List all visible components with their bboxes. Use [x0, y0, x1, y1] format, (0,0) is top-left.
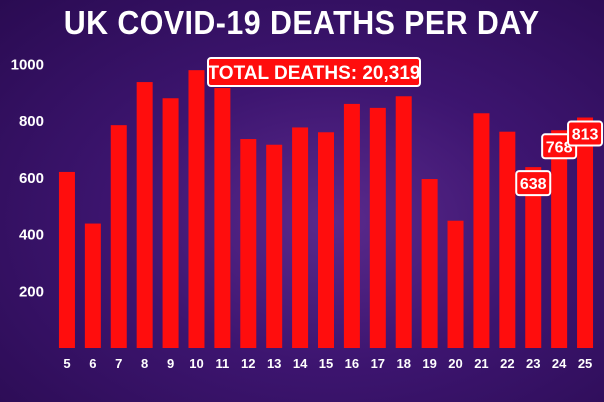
- y-tick-label: 1000: [11, 57, 44, 74]
- chart-title: UK COVID-19 DEATHS PER DAY: [64, 4, 540, 41]
- data-label: 638: [515, 170, 552, 197]
- x-tick-label: 17: [371, 356, 385, 371]
- data-label-box: [567, 120, 604, 147]
- x-tick-label: 11: [216, 356, 230, 371]
- bar: [395, 96, 412, 348]
- bar: [369, 107, 386, 348]
- data-label: 813: [567, 120, 604, 147]
- total-deaths-box: [207, 57, 421, 87]
- y-tick-label: 800: [19, 113, 44, 130]
- x-tick-label: 18: [396, 356, 410, 371]
- bar: [162, 98, 179, 348]
- bar: [84, 223, 101, 348]
- data-label-text: 638: [520, 176, 547, 193]
- y-tick-label: 200: [19, 283, 44, 300]
- bar: [421, 179, 438, 348]
- bar: [58, 171, 75, 348]
- title-band: UK COVID-19 DEATHS PER DAY: [0, 0, 604, 46]
- x-tick-label: 20: [448, 356, 462, 371]
- bar: [214, 88, 231, 348]
- x-tick-label: 21: [474, 356, 488, 371]
- bar: [473, 113, 490, 349]
- x-tick-label: 5: [63, 356, 70, 371]
- bar: [525, 167, 542, 348]
- x-tick-label: 8: [141, 356, 148, 371]
- x-axis: 5 6 7 8 9 10 11 12 13 14 15 16 17 18 19 20 21 22 23 24 25: [63, 356, 592, 371]
- x-tick-label: 25: [578, 356, 592, 371]
- bar: [343, 103, 360, 349]
- x-tick-label: 15: [319, 356, 333, 371]
- x-tick-label: 6: [89, 356, 96, 371]
- data-label-text: 813: [572, 127, 599, 144]
- y-axis: 200 400 600 800 1000: [11, 57, 44, 301]
- x-tick-label: 19: [422, 356, 436, 371]
- y-tick-label: 600: [19, 170, 44, 187]
- x-tick-label: 9: [167, 356, 174, 371]
- bar: [266, 144, 283, 348]
- y-tick-label: 400: [19, 227, 44, 244]
- x-tick-label: 14: [293, 356, 308, 371]
- bar: [292, 127, 309, 348]
- bar: [447, 220, 464, 348]
- x-tick-label: 24: [552, 356, 567, 371]
- total-deaths-label: TOTAL DEATHS: 20,319: [207, 57, 421, 87]
- bar: [110, 125, 127, 348]
- bar: [318, 132, 334, 348]
- data-label-text: 768: [546, 139, 573, 156]
- x-tick-label: 22: [500, 356, 514, 371]
- x-tick-label: 12: [241, 356, 255, 371]
- bars: [58, 70, 594, 349]
- bar: [551, 130, 568, 348]
- bar: [188, 70, 205, 349]
- x-tick-label: 13: [267, 356, 281, 371]
- bar: [499, 131, 516, 348]
- data-label-box: [515, 170, 552, 197]
- bar: [240, 139, 257, 348]
- total-deaths-text: TOTAL DEATHS: 20,319: [208, 63, 421, 84]
- x-tick-label: 10: [189, 356, 203, 371]
- x-tick-label: 7: [115, 356, 122, 371]
- x-tick-label: 16: [345, 356, 359, 371]
- bar: [577, 117, 594, 349]
- bar: [136, 82, 153, 349]
- x-tick-label: 23: [526, 356, 540, 371]
